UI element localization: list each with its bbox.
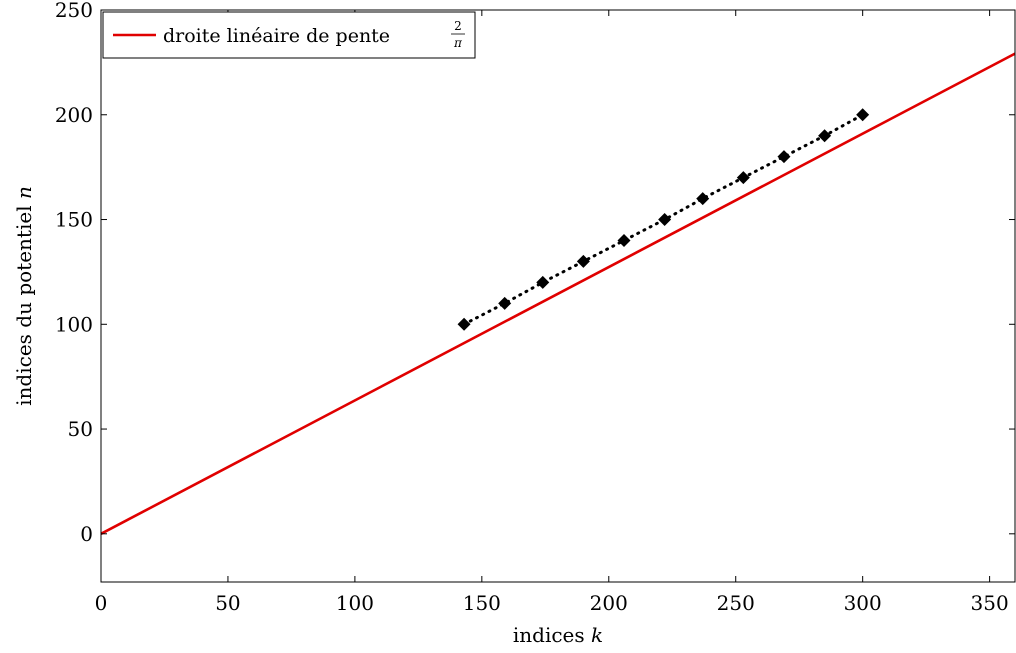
data-point-diamond <box>658 213 672 227</box>
legend-fraction-numerator: 2 <box>454 19 462 33</box>
data-point-diamond <box>777 150 791 164</box>
y-tick-label: 150 <box>55 208 93 232</box>
x-tick-label: 200 <box>590 591 628 615</box>
x-axis-title: indices k <box>513 623 603 647</box>
axis-ticks: 0 50 100 150 200 250 300 350 0 50 100 150 200 250 <box>55 0 1015 615</box>
y-tick-label: 0 <box>80 522 93 546</box>
legend-box <box>102 11 476 59</box>
data-point-diamond <box>498 296 512 310</box>
legend: droite linéaire de pente 2 π <box>102 11 476 59</box>
y-tick-label: 100 <box>55 312 93 336</box>
y-tick-label: 250 <box>55 0 93 22</box>
x-tick-label: 300 <box>844 591 882 615</box>
x-tick-label: 100 <box>336 591 374 615</box>
series-line-red <box>100 52 1016 535</box>
data-point-diamond <box>818 129 832 143</box>
plot-frame <box>100 9 1016 583</box>
data-point-diamond <box>736 171 750 185</box>
data-point-diamond <box>576 254 590 268</box>
x-tick-label: 0 <box>95 591 108 615</box>
legend-fraction-denominator: π <box>453 36 463 50</box>
y-tick-label: 200 <box>55 103 93 127</box>
plot-marks <box>100 52 1016 535</box>
x-tick-label: 150 <box>463 591 501 615</box>
y-axis-title: indices du potentiel n <box>12 186 36 406</box>
data-point-diamond <box>457 317 471 331</box>
x-tick-label: 250 <box>717 591 755 615</box>
data-point-diamond <box>696 192 710 206</box>
data-point-diamond <box>856 108 870 122</box>
x-tick-label: 350 <box>971 591 1009 615</box>
y-tick-label: 50 <box>68 417 93 441</box>
legend-label: droite linéaire de pente <box>163 25 390 47</box>
data-point-diamond <box>617 233 631 247</box>
data-point-diamond <box>536 275 550 289</box>
x-tick-label: 50 <box>215 591 240 615</box>
